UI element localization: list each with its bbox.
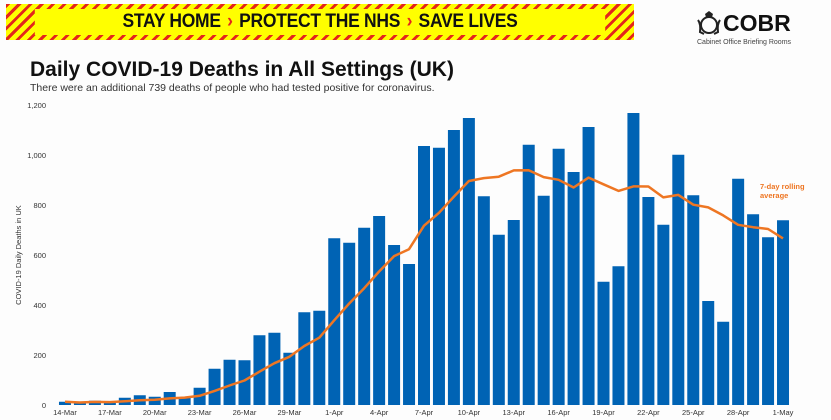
y-tick-label: 600	[33, 251, 46, 260]
bar-10-Apr	[462, 118, 475, 405]
bar-6-Apr	[403, 264, 416, 405]
x-tick-label: 23-Mar	[188, 408, 212, 417]
bar-25-Apr	[687, 195, 700, 405]
y-tick-label: 1,000	[27, 151, 46, 160]
x-tick-label: 1-May	[773, 408, 794, 417]
x-tick-label: 20-Mar	[143, 408, 167, 417]
y-tick-label: 400	[33, 301, 46, 310]
bar-15-Mar	[73, 403, 86, 405]
bar-24-Apr	[672, 154, 685, 405]
x-tick-label: 7-Apr	[415, 408, 434, 417]
bar-12-Apr	[492, 234, 505, 405]
chart-title: Daily COVID-19 Deaths in All Settings (U…	[30, 58, 454, 81]
bar-9-Apr	[447, 130, 460, 405]
bar-30-Apr	[762, 237, 775, 405]
bar-18-Apr	[582, 127, 595, 405]
bar-13-Apr	[507, 220, 520, 405]
x-tick-label: 16-Apr	[547, 408, 570, 417]
y-tick-label: 800	[33, 201, 46, 210]
x-tick-label: 28-Apr	[727, 408, 750, 417]
legend-label: 7-day rolling	[760, 182, 805, 191]
bar-7-Apr	[418, 146, 430, 405]
bar-14-Mar	[58, 401, 71, 405]
bar-17-Apr	[567, 172, 580, 405]
royal-crest-icon	[697, 11, 721, 35]
slogan-save-lives: SAVE LIVES	[418, 11, 518, 32]
logo-subtitle: Cabinet Office Briefing Rooms	[697, 39, 792, 46]
slogan-banner: STAY HOME › PROTECT THE NHS › SAVE LIVES	[6, 4, 634, 40]
x-tick-label: 22-Apr	[637, 408, 660, 417]
bar-1-May	[777, 220, 790, 405]
chart-subtitle: There were an additional 739 deaths of p…	[30, 82, 435, 94]
bar-19-Apr	[597, 281, 610, 405]
bar-8-Apr	[432, 147, 445, 405]
x-tick-label: 13-Apr	[502, 408, 525, 417]
x-tick-label: 17-Mar	[98, 408, 122, 417]
x-tick-label: 29-Mar	[277, 408, 301, 417]
x-tick-label: 25-Apr	[682, 408, 705, 417]
bar-22-Apr	[642, 197, 655, 405]
bar-21-Apr	[627, 113, 640, 405]
bar-11-Apr	[477, 196, 490, 405]
bar-30-Mar	[298, 312, 311, 405]
cobr-logo: COBR Cabinet Office Briefing Rooms	[693, 10, 823, 50]
bar-2-Apr	[343, 242, 356, 405]
bar-17-Mar	[103, 402, 116, 405]
x-tick-label: 1-Apr	[325, 408, 344, 417]
bar-26-Apr	[702, 301, 715, 405]
bar-3-Apr	[358, 227, 371, 405]
bar-15-Apr	[537, 195, 550, 405]
bar-25-Mar	[223, 359, 236, 405]
y-tick-label: 1,200	[27, 101, 46, 110]
bar-23-Apr	[657, 224, 670, 405]
bar-16-Apr	[552, 148, 565, 405]
y-tick-label: 200	[33, 351, 46, 360]
bar-31-Mar	[313, 310, 326, 405]
x-tick-label: 26-Mar	[233, 408, 257, 417]
bar-27-Mar	[253, 335, 266, 405]
y-tick-label: 0	[42, 401, 46, 410]
bar-22-Mar	[178, 398, 191, 405]
x-tick-label: 19-Apr	[592, 408, 615, 417]
slogan-stay-home: STAY HOME	[122, 11, 221, 32]
legend-label-line2: average	[760, 191, 788, 200]
bar-20-Apr	[612, 266, 625, 405]
bar-27-Apr	[717, 321, 730, 405]
bar-4-Apr	[373, 216, 386, 405]
rolling-average-line	[64, 168, 784, 404]
y-axis-label: COVID-19 Daily Deaths in UK	[14, 205, 23, 305]
bar-14-Apr	[522, 144, 535, 405]
bar-26-Mar	[238, 360, 251, 405]
bar-28-Mar	[268, 332, 281, 405]
bar-28-Apr	[732, 178, 745, 405]
x-tick-label: 14-Mar	[53, 408, 77, 417]
chevron-right-icon: ›	[406, 11, 413, 32]
bar-29-Mar	[283, 352, 296, 405]
x-tick-label: 4-Apr	[370, 408, 389, 417]
bar-24-Mar	[208, 368, 221, 405]
chevron-right-icon: ›	[227, 11, 233, 32]
x-tick-label: 10-Apr	[458, 408, 481, 417]
slogan-protect-nhs: PROTECT THE NHS	[239, 11, 401, 32]
bar-5-Apr	[388, 245, 401, 405]
logo-name: COBR	[723, 10, 791, 36]
bar-29-Apr	[747, 214, 760, 405]
